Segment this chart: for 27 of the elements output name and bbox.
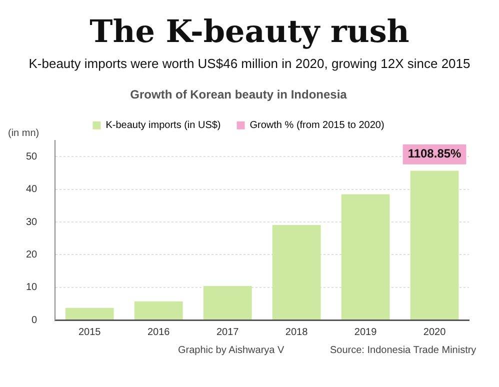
y-tick-label: 50 [26, 151, 38, 162]
x-tick-label: 2019 [354, 326, 378, 338]
x-tick-label: 2016 [147, 326, 170, 338]
y-tick-label: 10 [26, 282, 38, 294]
text: Growth of Korean beauty in Indonesia [130, 88, 348, 102]
chart-subtitle: K-beauty imports were worth US$46 million in 2020, growing 12X since 2015 [28, 56, 472, 71]
y-axis-title: (in mn) [8, 128, 40, 140]
annotation: 1108.85% [408, 146, 462, 161]
x-tick-label: 2017 [216, 326, 240, 338]
source-note: Source: Indonesia Trade Ministry [330, 345, 476, 356]
bar [65, 308, 114, 320]
x-tick-label: 2015 [78, 326, 102, 338]
x-tick-label: 2018 [285, 326, 308, 338]
bar [272, 224, 321, 320]
bar [203, 286, 252, 320]
bar [134, 301, 183, 320]
chart-title: The K-beauty rush [88, 14, 410, 50]
text: Graphic by Aishwarya V [178, 345, 284, 356]
x-tick-label: 2020 [423, 326, 446, 338]
y-tick-label: 40 [26, 184, 38, 196]
bar [341, 194, 390, 320]
y-tick-label: 30 [26, 216, 38, 228]
legend-label: Growth % (from 2015 to 2020) [250, 120, 384, 132]
bar [410, 170, 459, 320]
y-tick-label: 20 [26, 249, 38, 260]
legend-label: K-beauty imports (in US$) [106, 120, 221, 132]
y-tick-label: 0 [32, 314, 38, 326]
